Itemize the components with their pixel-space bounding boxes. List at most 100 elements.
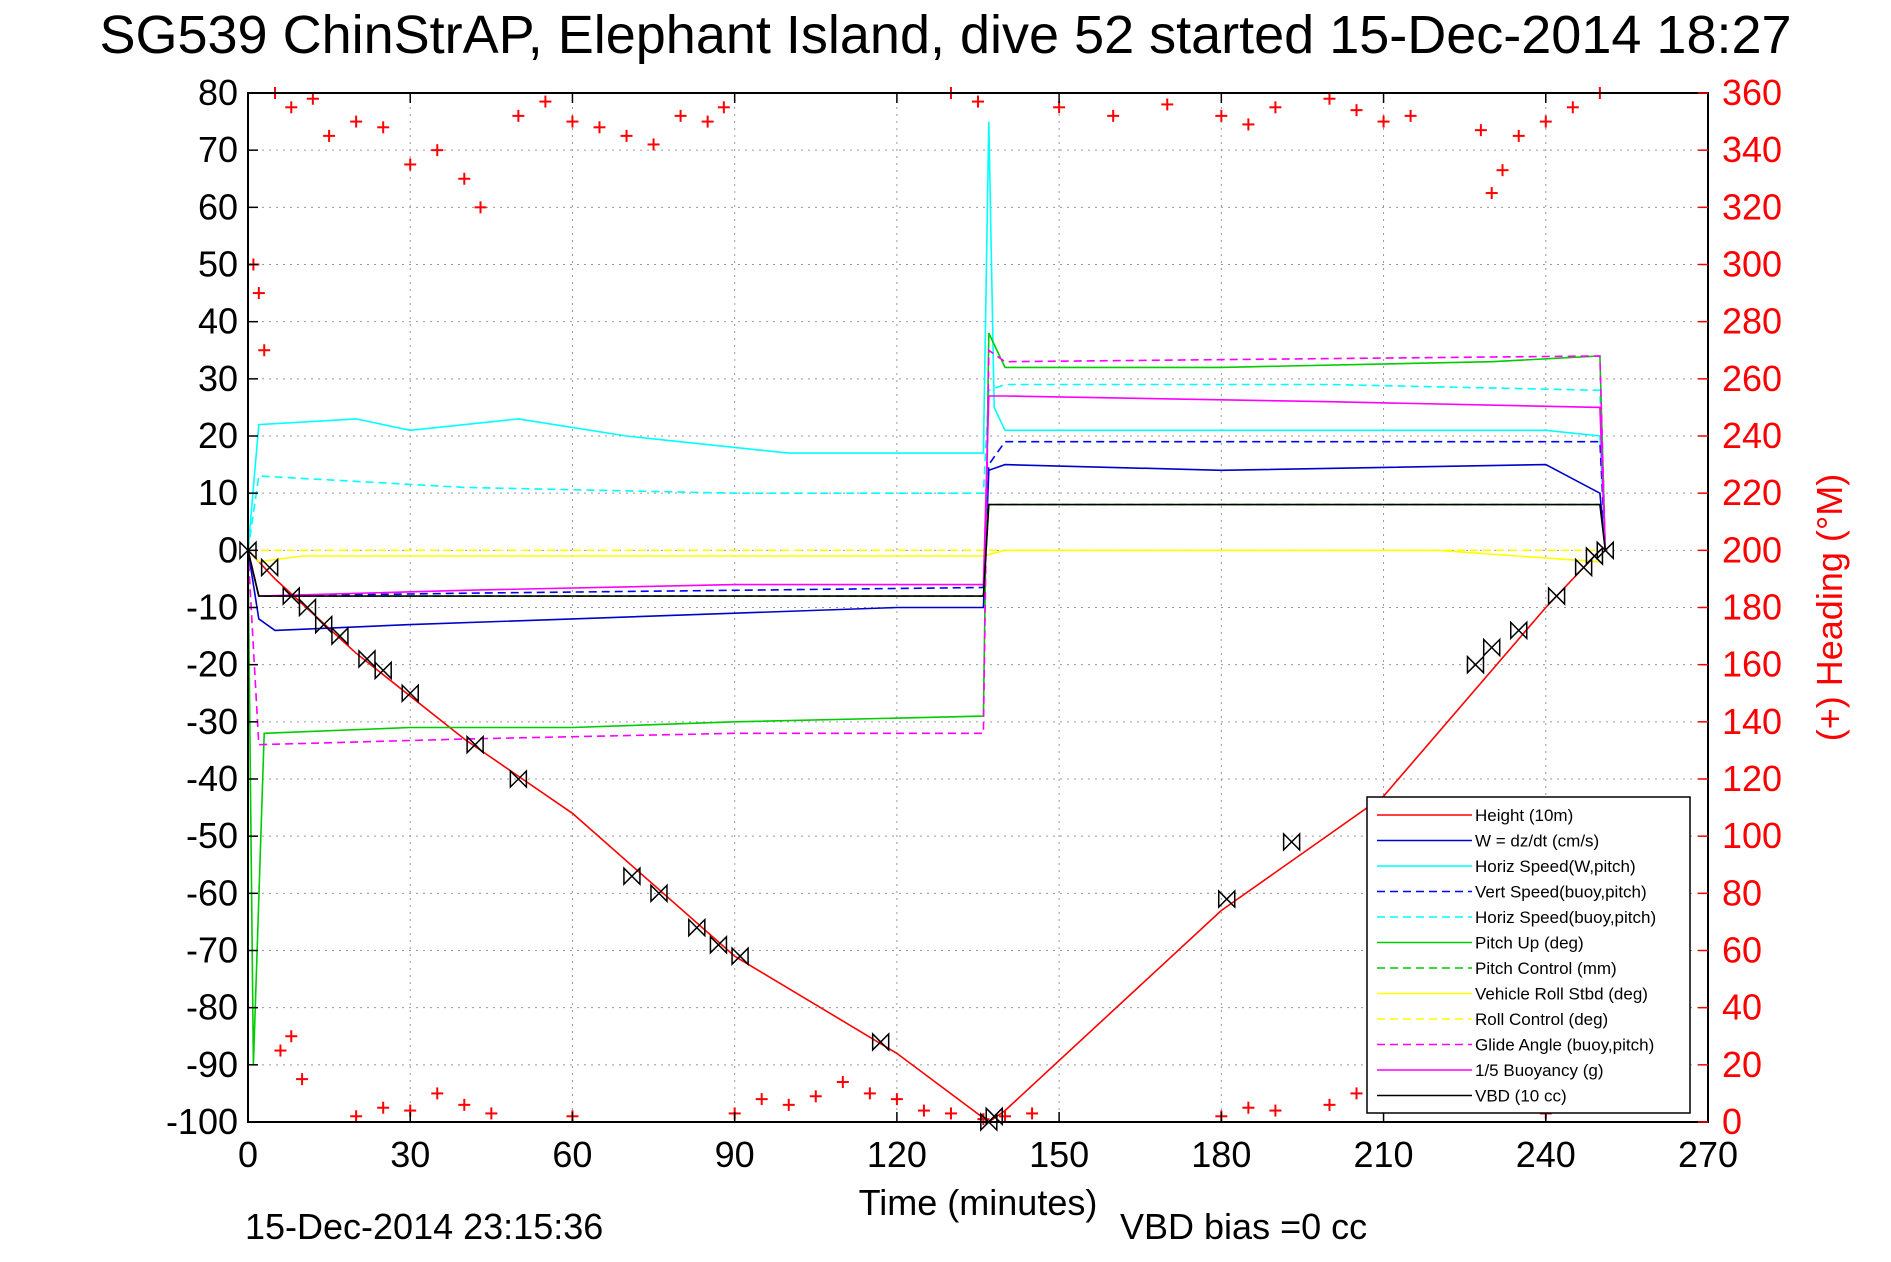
y-tick-label: 30 <box>198 358 238 399</box>
heading-point <box>350 115 363 128</box>
legend-entry: Pitch Control (mm) <box>1475 959 1617 978</box>
heading-point <box>836 1075 849 1088</box>
legend: Height (10m) W = dz/dt (cm/s) Horiz Speed(… <box>1366 796 1691 1114</box>
vbd-marker <box>401 683 419 704</box>
vbd-marker <box>623 866 641 886</box>
x-tick-label: 210 <box>1354 1134 1414 1175</box>
x-tick-label: 0 <box>238 1134 258 1175</box>
vbd-marker <box>331 626 349 646</box>
heading-point <box>1377 115 1390 128</box>
x-tick-label: 270 <box>1678 1134 1738 1175</box>
heading-point <box>306 92 319 105</box>
vbd-marker <box>650 883 668 904</box>
heading-layer <box>247 87 1606 1126</box>
vbd-marker <box>688 917 706 938</box>
x-axis-ticks: 0 30 60 90 120 150 180 210 240 270 <box>238 93 1738 1175</box>
vbd-marker <box>374 660 392 681</box>
heading-point <box>252 287 265 300</box>
heading-point <box>474 201 487 214</box>
y-right-tick-label: 280 <box>1722 301 1782 342</box>
x-tick-label: 120 <box>867 1134 927 1175</box>
series-line <box>247 463 1607 632</box>
y-tick-label: 80 <box>198 72 238 113</box>
heading-point <box>1404 109 1417 122</box>
heading-point <box>674 109 687 122</box>
y-right-tick-label: 340 <box>1722 129 1782 170</box>
heading-point <box>377 121 390 134</box>
y-tick-label: -20 <box>186 644 238 685</box>
y-right-tick-label: 160 <box>1722 644 1782 685</box>
legend-entry: Height (10m) <box>1475 806 1573 825</box>
heading-point <box>917 1104 930 1117</box>
heading-point <box>1323 92 1336 105</box>
heading-point <box>1350 104 1363 117</box>
heading-point <box>431 144 444 157</box>
y-tick-label: 0 <box>218 529 238 570</box>
y-axis-ticks: 80 70 60 50 40 30 20 10 0 -10 -20 -30 -40 -50 -60 -70 -8… <box>166 72 258 1142</box>
vbd-marker <box>1482 637 1501 658</box>
y-right-tick-label: 80 <box>1722 872 1762 913</box>
heading-point <box>1242 1101 1255 1114</box>
heading-point <box>717 101 730 114</box>
y-tick-label: -60 <box>186 872 238 913</box>
y-tick-label: -40 <box>186 758 238 799</box>
heading-point <box>1512 129 1525 142</box>
y-right-tick-label: 260 <box>1722 358 1782 399</box>
heading-point <box>999 1110 1012 1123</box>
y-right-tick-label: 200 <box>1722 529 1782 570</box>
vbd-marker <box>298 597 317 618</box>
y-tick-label: -100 <box>166 1101 238 1142</box>
y-tick-label: 20 <box>198 415 238 456</box>
y-tick-label: 50 <box>198 244 238 285</box>
heading-point <box>809 1090 822 1103</box>
vbd-marker <box>731 946 749 967</box>
x-tick-label: 240 <box>1516 1134 1576 1175</box>
marker-layer <box>239 540 1615 1132</box>
y-right-tick-label: 220 <box>1722 472 1782 513</box>
y-tick-label: 10 <box>198 472 238 513</box>
timestamp: 15-Dec-2014 23:15:36 <box>245 1206 604 1247</box>
vbd-marker <box>871 1032 890 1052</box>
heading-point <box>566 115 579 128</box>
legend-entry: Horiz Speed(buoy,pitch) <box>1475 908 1656 927</box>
vbd-marker <box>985 1106 1003 1127</box>
heading-point <box>1566 101 1579 114</box>
y-right-tick-label: 180 <box>1722 587 1782 628</box>
y-tick-label: -30 <box>186 701 238 742</box>
legend-entry: Vehicle Roll Stbd (deg) <box>1475 985 1648 1004</box>
y-right-tick-label: 140 <box>1722 701 1782 742</box>
heading-point <box>1539 115 1552 128</box>
x-tick-label: 30 <box>390 1134 430 1175</box>
vbd-marker <box>1509 620 1528 641</box>
y-right-tick-label: 300 <box>1722 244 1782 285</box>
legend-entry: 1/5 Buoyancy (g) <box>1475 1061 1604 1080</box>
heading-point <box>1474 124 1487 137</box>
heading-point <box>1350 1087 1363 1100</box>
y-axis-right-ticks: 3603403203002802602402202001801601401201… <box>1698 72 1782 1142</box>
heading-point <box>782 1098 795 1111</box>
y-right-tick-label: 20 <box>1722 1044 1762 1085</box>
x-tick-label: 60 <box>552 1134 592 1175</box>
heading-point <box>377 1101 390 1114</box>
y-tick-label: -70 <box>186 930 238 971</box>
heading-point <box>1215 109 1228 122</box>
heading-point <box>1161 98 1174 111</box>
heading-point <box>1107 109 1120 122</box>
heading-point <box>285 101 298 114</box>
vbd-marker <box>239 540 257 561</box>
heading-point <box>863 1087 876 1100</box>
heading-point <box>1269 101 1282 114</box>
vbd-marker <box>1282 832 1301 852</box>
heading-point <box>701 115 714 128</box>
x-tick-label: 180 <box>1191 1134 1251 1175</box>
heading-point <box>755 1093 768 1106</box>
heading-point <box>431 1087 444 1100</box>
vbd-marker <box>709 934 728 955</box>
heading-point <box>458 1098 471 1111</box>
x-tick-label: 150 <box>1029 1134 1089 1175</box>
heading-point <box>1485 187 1498 200</box>
heading-point <box>593 121 606 134</box>
y-tick-label: 70 <box>198 129 238 170</box>
legend-box <box>1366 796 1691 1114</box>
heading-point <box>404 158 417 171</box>
